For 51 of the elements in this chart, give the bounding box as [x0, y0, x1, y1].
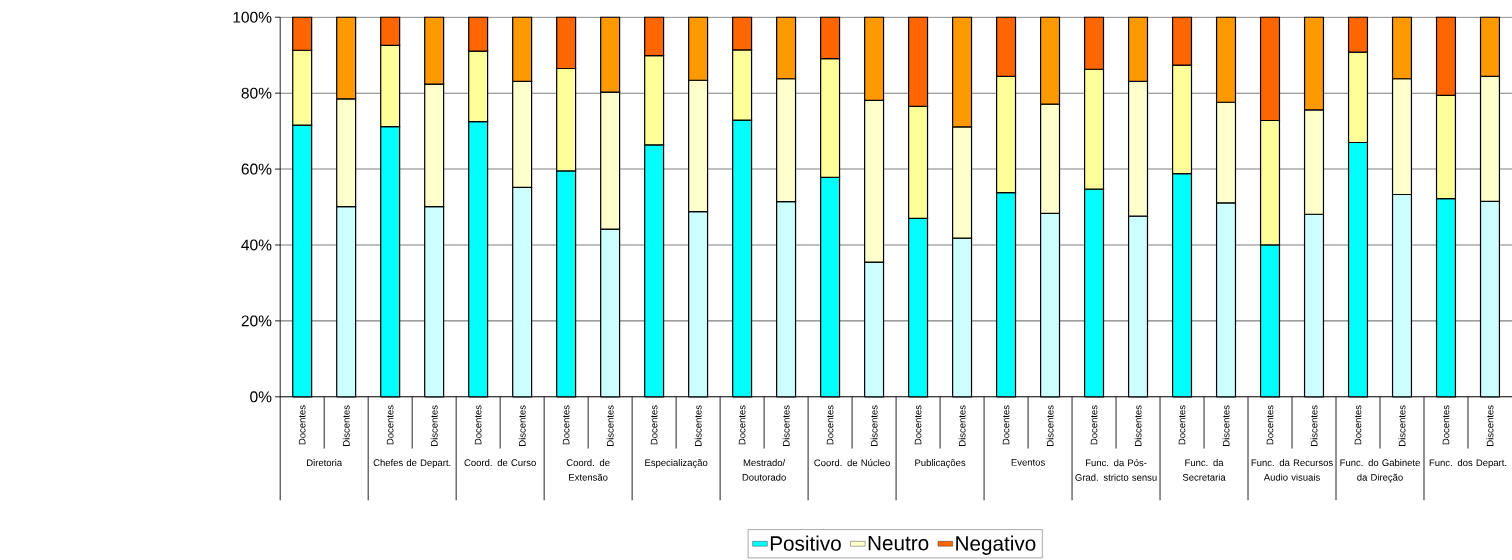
- x-tick-label: Docentes: [474, 405, 482, 445]
- y-tick-label: 60%: [241, 163, 272, 175]
- legend-label: Neutro: [868, 536, 929, 551]
- x-tick-label: Discentes: [694, 405, 702, 446]
- x-tick-label: Docentes: [562, 405, 570, 445]
- y-tick-label: 80%: [241, 87, 272, 99]
- x-tick-label: Docentes: [914, 405, 922, 445]
- text: Eventos: [1011, 459, 1045, 466]
- text: Func. da Recursos Audio visuais: [1251, 459, 1333, 481]
- text: Chefes de Depart.: [373, 459, 451, 468]
- legend-label: Negativo: [956, 535, 1036, 555]
- x-tick-label: Docentes: [650, 405, 658, 445]
- x-tick-label: Discentes: [430, 405, 438, 446]
- x-tick-label: Discentes: [606, 405, 614, 446]
- text: Publicações: [915, 459, 966, 469]
- x-tick-label: Docentes: [738, 405, 746, 445]
- x-tick-label: Discentes: [518, 405, 526, 446]
- x-tick-label: Docentes: [1354, 405, 1362, 445]
- x-tick-label: Discentes: [1222, 405, 1230, 446]
- legend-label: Positivo: [770, 535, 841, 551]
- x-tick-label: Discentes: [1046, 405, 1054, 446]
- x-tick-label: Discentes: [1134, 405, 1142, 446]
- x-tick-label: Discentes: [782, 405, 790, 446]
- x-tick-label: Discentes: [958, 405, 966, 446]
- x-tick-label: Docentes: [1266, 405, 1274, 445]
- text: Coord. de Núcleo: [814, 459, 890, 467]
- x-tick-label: Discentes: [1486, 405, 1494, 446]
- x-tick-label: Docentes: [1090, 405, 1098, 445]
- text: Func. da Pós-Grad. stricto sensu: [1075, 459, 1157, 481]
- x-tick-label: Docentes: [826, 405, 834, 445]
- y-tick-label: 100%: [233, 11, 272, 23]
- x-tick-label: Discentes: [870, 405, 878, 446]
- text: Func. dos Depart.: [1429, 459, 1507, 468]
- x-tick-label: Discentes: [1398, 405, 1406, 446]
- x-tick-label: Discentes: [342, 405, 350, 446]
- x-tick-label: Docentes: [1442, 405, 1450, 445]
- y-tick-label: 40%: [241, 239, 272, 251]
- x-tick-label: Docentes: [1178, 405, 1186, 445]
- text: Diretoria: [307, 459, 343, 467]
- x-tick-label: Docentes: [386, 405, 394, 445]
- x-tick-label: Docentes: [1002, 405, 1010, 445]
- y-tick-label: 0%: [250, 391, 272, 403]
- text: Func. do Gabinete da Direção: [1340, 459, 1420, 483]
- text: Func. da Secretaria: [1182, 459, 1226, 481]
- y-tick-label: 20%: [241, 315, 272, 327]
- x-tick-label: Docentes: [298, 405, 306, 445]
- text: Coord. de Curso: [464, 459, 536, 467]
- text: Especialização: [645, 459, 708, 469]
- text: Mestrado/ Doutorado: [742, 459, 786, 481]
- x-tick-label: Discentes: [1310, 405, 1318, 446]
- text: Coord. de Extensão: [566, 459, 610, 481]
